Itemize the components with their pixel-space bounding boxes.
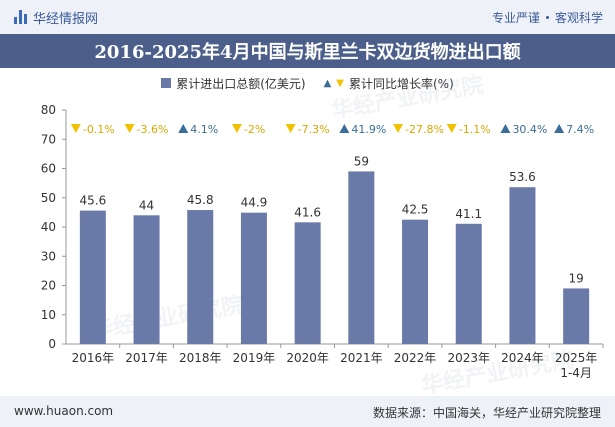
bar (348, 171, 375, 344)
separator-dot-icon (545, 16, 549, 19)
footer-site: www.huaon.com (14, 404, 114, 418)
growth-down-marker (446, 124, 457, 133)
footer: www.huaon.com 数据来源：中国海关，华经产业研究院整理 (0, 396, 615, 427)
triangle-down-icon: ▼ (336, 77, 344, 89)
growth-down-marker (231, 124, 242, 133)
bar (402, 219, 429, 344)
y-tick-label: 20 (41, 279, 56, 293)
x-tick-label: 2020年 (286, 351, 329, 365)
legend-label-total: 累计进出口总额(亿美元) (176, 76, 306, 91)
legend-item-total: 累计进出口总额(亿美元) (161, 75, 306, 92)
x-tick-label: 2021年 (340, 351, 383, 365)
x-tick-label: 2024年 (501, 351, 544, 365)
bar-value-label: 44.9 (241, 196, 268, 210)
bar (240, 212, 267, 344)
tagline-left: 专业严谨 (491, 11, 540, 25)
footer-source: 数据来源：中国海关，华经产业研究院整理 (372, 406, 601, 420)
growth-label: -0.1% (83, 123, 115, 136)
legend-item-growth: ▲ ▼ 累计同比增长率(%) (324, 75, 454, 92)
x-tick-label: 2018年 (179, 351, 222, 365)
y-tick-label: 40 (41, 220, 56, 234)
growth-down-marker (393, 124, 404, 133)
bar (79, 210, 106, 344)
bar-value-label: 44 (139, 198, 154, 212)
y-tick-label: 50 (41, 191, 56, 205)
growth-up-marker (339, 124, 350, 133)
bar-value-label: 41.6 (294, 205, 321, 219)
bar-value-label: 45.8 (187, 193, 214, 207)
brand-name: 华经情报网 (33, 11, 99, 27)
x-tick-label: 2022年 (394, 351, 437, 365)
legend-swatch-icon (161, 78, 172, 88)
bar (133, 215, 160, 344)
bar-chart: 0 10 20 30 40 50 60 70 80 45.6 2016年 -0.1% 44 2017年 -3… (41, 103, 604, 380)
growth-label: -2% (244, 123, 265, 136)
growth-label: 41.9% (351, 123, 386, 136)
growth-label: -7.3% (298, 123, 330, 136)
y-tick-label: 80 (41, 103, 56, 117)
bar-value-label: 59 (354, 154, 369, 168)
y-tick-label: 10 (41, 308, 56, 322)
y-tick-label: 30 (41, 249, 56, 263)
x-tick-label: 2023年 (447, 351, 490, 365)
legend-label-growth: 累计同比增长率(%) (349, 76, 454, 91)
growth-up-marker (500, 124, 511, 133)
x-tick-label: 1-4月 (560, 366, 592, 380)
bar (187, 210, 214, 344)
bar (509, 187, 536, 344)
growth-label: -1.1% (459, 123, 491, 136)
growth-label: -27.8% (405, 123, 444, 136)
bar-chart-logo-icon (14, 10, 27, 24)
chart-title: 2016-2025年4月中国与斯里兰卡双边货物进出口额 (0, 34, 615, 68)
y-tick-label: 60 (41, 162, 56, 176)
bar-value-label: 42.5 (402, 203, 429, 217)
bar-value-label: 41.1 (455, 207, 482, 221)
growth-down-marker (285, 124, 296, 133)
growth-down-marker (124, 124, 135, 133)
bar-value-label: 19 (569, 271, 584, 285)
bar-value-label: 53.6 (509, 170, 536, 184)
bar (294, 222, 321, 344)
x-tick-label: 2025年 (555, 351, 598, 365)
bar (563, 288, 590, 344)
growth-up-marker (178, 124, 189, 133)
chart-legend: 累计进出口总额(亿美元) ▲ ▼ 累计同比增长率(%) (0, 72, 615, 94)
growth-label: -3.6% (137, 123, 169, 136)
growth-up-marker (554, 124, 565, 133)
growth-label: 7.4% (566, 123, 594, 136)
x-tick-label: 2019年 (233, 351, 276, 365)
x-tick-label: 2016年 (72, 351, 115, 365)
top-bar: 华经情报网 专业严谨 客观科学 (0, 0, 615, 34)
tagline: 专业严谨 客观科学 (492, 9, 603, 26)
bar (455, 223, 482, 344)
y-tick-label: 70 (41, 132, 56, 146)
y-tick-label: 0 (48, 337, 56, 351)
triangle-up-icon: ▲ (323, 77, 332, 89)
x-tick-label: 2017年 (125, 351, 168, 365)
bar-value-label: 45.6 (79, 194, 106, 208)
growth-label: 4.1% (190, 123, 218, 136)
growth-label: 30.4% (512, 123, 547, 136)
growth-down-marker (70, 124, 81, 133)
brand: 华经情报网 (14, 7, 98, 27)
tagline-right: 客观科学 (554, 11, 603, 25)
